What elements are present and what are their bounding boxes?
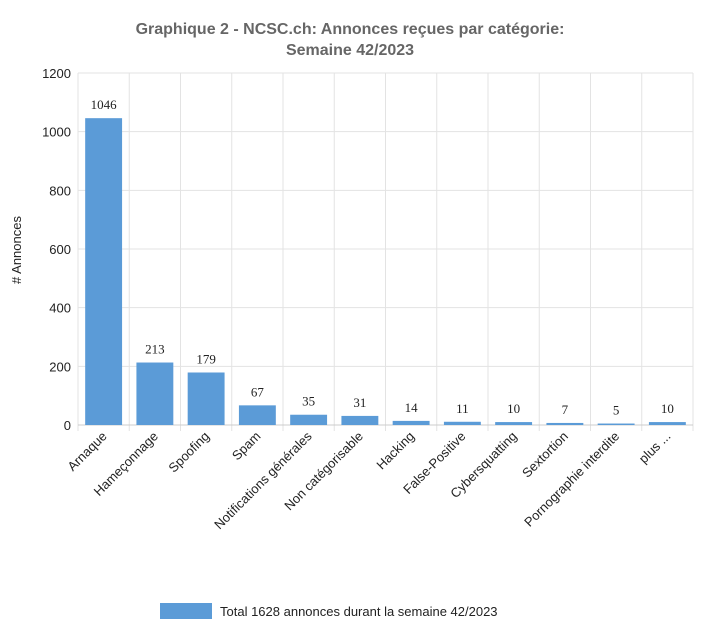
data-label: 1046 <box>91 97 118 112</box>
bar <box>136 362 174 425</box>
x-tick-label: Spam <box>229 429 264 464</box>
y-tick-label: 200 <box>49 359 71 374</box>
legend-label: Total 1628 annonces durant la semaine 42… <box>220 604 498 619</box>
bar <box>238 405 276 425</box>
bar <box>85 118 123 425</box>
x-tick-label: Hacking <box>373 429 417 473</box>
x-tick-label: Sextortion <box>519 429 571 481</box>
data-label: 35 <box>302 394 315 409</box>
bar <box>341 415 379 425</box>
y-tick-label: 400 <box>49 301 71 316</box>
chart-title: Semaine 42/2023 <box>286 42 414 59</box>
bar <box>187 372 225 425</box>
data-label: 213 <box>145 342 165 357</box>
y-tick-label: 600 <box>49 242 71 257</box>
legend-swatch <box>160 603 212 619</box>
data-label: 10 <box>507 401 520 416</box>
data-label: 14 <box>405 400 419 415</box>
data-label: 5 <box>613 403 620 418</box>
data-label: 67 <box>251 384 265 399</box>
bar <box>546 422 584 425</box>
y-tick-label: 800 <box>49 183 71 198</box>
bar <box>443 421 481 425</box>
data-label: 179 <box>196 351 216 366</box>
y-tick-label: 1000 <box>42 125 71 140</box>
data-label: 7 <box>562 402 569 417</box>
data-label: 31 <box>353 395 366 410</box>
bar <box>392 420 430 425</box>
x-tick-label: Arnaque <box>64 429 109 474</box>
x-tick-label: Spoofing <box>165 429 212 476</box>
bar <box>648 422 686 425</box>
data-label: 11 <box>456 401 469 416</box>
x-tick-label: Pornographie interdite <box>521 429 622 530</box>
y-tick-label: 1200 <box>42 66 71 81</box>
bar <box>597 423 635 425</box>
y-axis-label: # Annonces <box>9 216 24 284</box>
y-tick-label: 0 <box>64 418 71 433</box>
data-label: 10 <box>661 401 674 416</box>
x-tick-label: plus ... <box>636 429 674 467</box>
chart-title: Graphique 2 - NCSC.ch: Annonces reçues p… <box>136 21 565 38</box>
bar <box>495 422 533 425</box>
bar <box>290 414 328 425</box>
x-tick-label: Notifications générales <box>211 428 315 532</box>
